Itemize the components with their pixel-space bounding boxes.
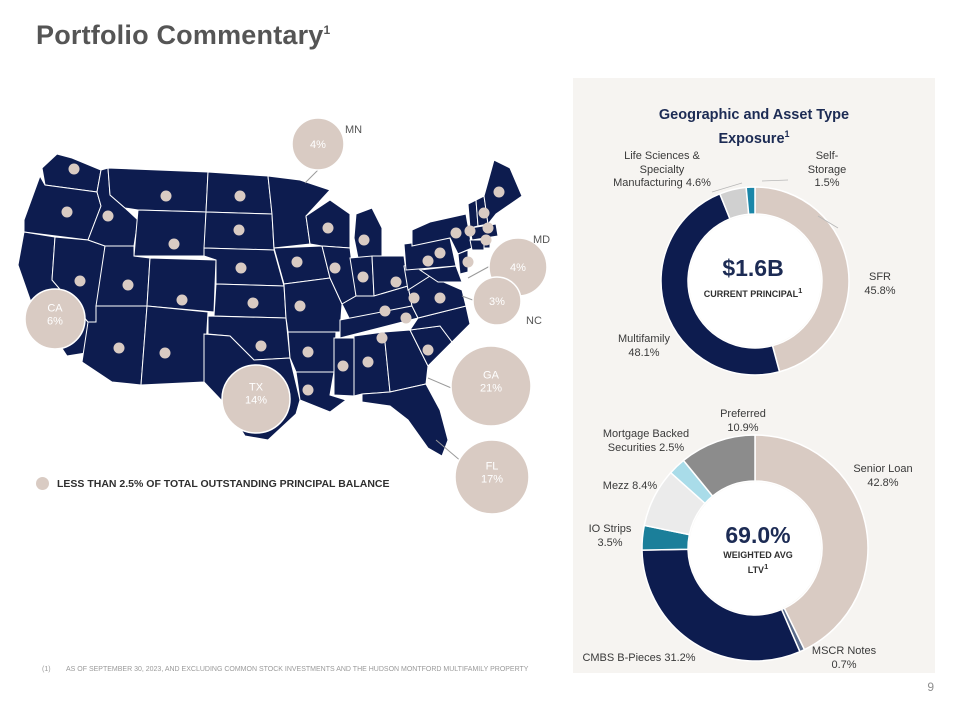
state-dots xyxy=(61,163,505,396)
donut1-label-sfr: SFR 45.8% xyxy=(864,271,896,297)
state-label-md: MD xyxy=(533,234,550,246)
donut2-label-mscr: MSCR Notes 0.7% xyxy=(811,645,877,671)
exposure-bubbles: 4% 4% 3% CA 6% TX 14% GA 21% FL 17% xyxy=(24,117,548,515)
state-nm xyxy=(140,305,209,386)
donut2-label-mezz: Mezz 8.4% xyxy=(602,480,658,492)
state-wy xyxy=(133,209,207,257)
page-title: Portfolio Commentary1 xyxy=(36,20,331,50)
legend-text: LESS THAN 2.5% OF TOTAL OUTSTANDING PRIN… xyxy=(57,477,390,490)
donut2-label-cmbs: CMBS B-Pieces 31.2% xyxy=(582,652,696,664)
us-map: 4% 4% 3% CA 6% TX 14% GA 21% FL 17% MN MD NC xyxy=(17,117,550,515)
bubble-tx-label: TX 14% xyxy=(245,382,267,407)
bubble-ca xyxy=(24,288,86,350)
state-label-mn: MN xyxy=(345,124,362,136)
footnote: (1) AS OF SEPTEMBER 30, 2023, AND EXCLUD… xyxy=(42,665,562,674)
donut1-label-multifamily: Multifamily 48.1% xyxy=(618,333,670,359)
donut2-label-io-strips: IO Strips 3.5% xyxy=(588,523,632,549)
bubble-tx xyxy=(221,364,291,434)
page-number: 9 xyxy=(927,680,934,694)
donut1-label-self-storage: Self- Storage 1.5% xyxy=(807,150,847,189)
donut2-label-preferred: Preferred 10.9% xyxy=(720,408,766,434)
bubble-mn-label: 4% xyxy=(310,139,326,151)
state-ga xyxy=(383,329,429,393)
donut1-center-value: $1.6B xyxy=(722,255,784,281)
donut2-center-label: WEIGHTED AVG LTV1 xyxy=(723,550,793,575)
donut1-label-life-sciences: Life Sciences & Specialty Manufacturing 4.… xyxy=(613,150,711,189)
bubble-nc xyxy=(472,276,522,326)
bubble-fl xyxy=(454,439,530,515)
state-md xyxy=(418,265,463,283)
panel-title: Geographic and Asset Type Exposure1 xyxy=(658,107,850,147)
state-mi xyxy=(353,207,383,259)
footnote-text: AS OF SEPTEMBER 30, 2023, AND EXCLUDING … xyxy=(66,666,529,673)
bubble-ga xyxy=(450,345,532,427)
bubble-ga-label: GA 21% xyxy=(480,370,502,395)
legend-dot-icon xyxy=(36,477,49,490)
state-ia xyxy=(273,245,331,285)
bubble-nc-label: 3% xyxy=(489,296,505,308)
state-mt xyxy=(107,167,209,213)
donut2-label-mbs: Mortgage Backed Securities 2.5% xyxy=(602,428,690,454)
state-ct xyxy=(469,239,485,251)
donut2-center-value: 69.0% xyxy=(725,522,791,548)
map-legend: LESS THAN 2.5% OF TOTAL OUTSTANDING PRIN… xyxy=(36,477,390,490)
donut1-center-label: CURRENT PRINCIPAL1 xyxy=(703,286,803,299)
footnote-number: (1) xyxy=(42,666,51,673)
bubble-fl-label: FL 17% xyxy=(481,461,503,486)
bubble-md-label: 4% xyxy=(510,262,526,274)
state-label-nc: NC xyxy=(526,315,542,327)
state-fl xyxy=(361,383,449,457)
bubble-mn xyxy=(291,117,345,171)
bubble-ca-label: CA 6% xyxy=(47,303,63,328)
donut2-label-senior-loan: Senior Loan 42.8% xyxy=(853,463,913,489)
state-shapes xyxy=(17,153,523,457)
